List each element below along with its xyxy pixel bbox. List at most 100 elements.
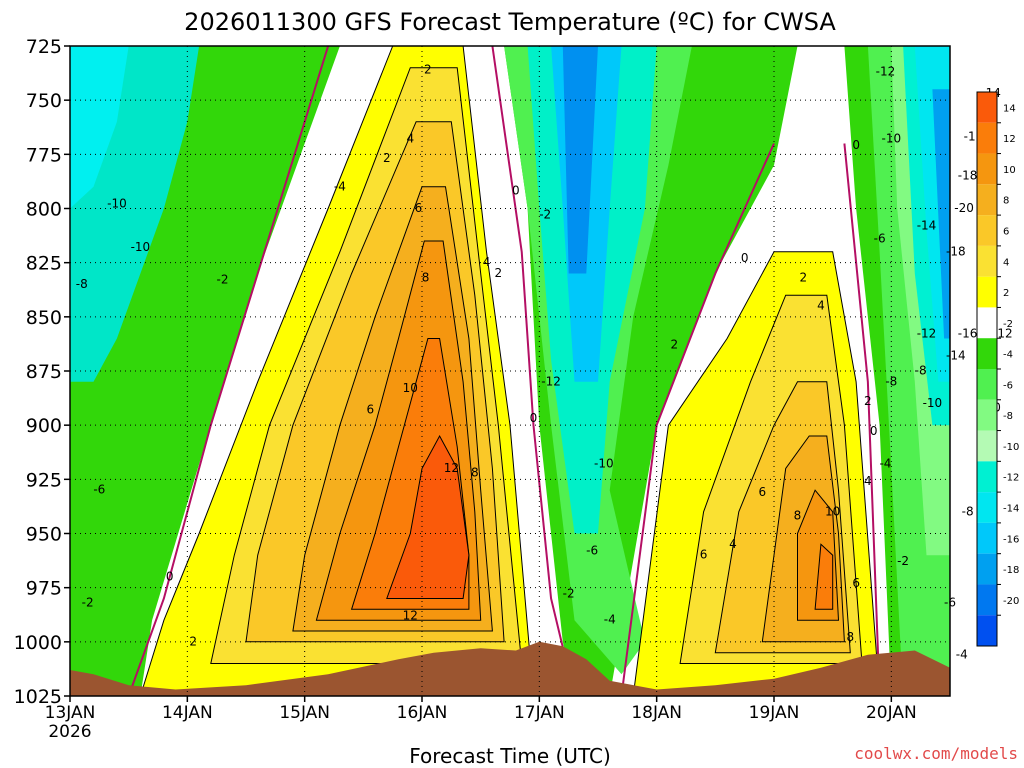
contour-label: 2 xyxy=(494,266,502,280)
freezing-line-3 xyxy=(843,143,881,696)
contour-label: 6 xyxy=(415,201,423,215)
ground-terrain xyxy=(70,641,950,696)
x-axis: 13JAN 14JAN 15JAN 16JAN 17JAN 18JAN 19JAN 20JAN xyxy=(45,696,917,723)
x-tick-label: 13JAN xyxy=(45,703,96,723)
colorbar-tick-label: -10 xyxy=(1003,442,1019,453)
y-tick-label: 725 xyxy=(26,36,62,58)
colorbar-swatch xyxy=(977,369,997,400)
colorbar-tick-label: -20 xyxy=(1003,596,1019,607)
colorbar-swatch xyxy=(977,522,997,554)
x-tick-label: 18JAN xyxy=(631,703,682,723)
contour-label: 6 xyxy=(700,548,708,562)
contour-label: 12 xyxy=(403,608,418,622)
colorbar-swatch xyxy=(977,338,997,369)
y-tick-label: 775 xyxy=(26,144,62,166)
contour-label: 6 xyxy=(852,576,860,590)
colorbar-swatch xyxy=(977,584,997,616)
colorbar-swatch xyxy=(977,553,997,585)
contour-label: 2 xyxy=(189,634,197,648)
y-tick-label: 750 xyxy=(26,90,62,112)
contour-label: -18 xyxy=(958,169,978,183)
colorbar-tick-label: -8 xyxy=(1003,411,1013,422)
plot-area xyxy=(70,46,950,696)
contour-label: -10 xyxy=(107,197,127,211)
x-tick-label: 19JAN xyxy=(749,703,800,723)
x-tick-label: 14JAN xyxy=(162,703,213,723)
contour-label: 10 xyxy=(403,381,418,395)
colorbar-swatch xyxy=(977,399,997,431)
contour-label: -10 xyxy=(923,396,943,410)
y-tick-label: 825 xyxy=(26,253,62,275)
y-tick-label: 1000 xyxy=(14,632,62,654)
contour-label: -2 xyxy=(897,554,909,568)
contour-label: 0 xyxy=(166,569,174,583)
contour-label: -4 xyxy=(879,457,891,471)
grid-lines xyxy=(70,45,950,697)
contour-label: -2 xyxy=(217,273,229,287)
colorbar-swatch xyxy=(977,430,997,462)
contour-label: -12 xyxy=(917,327,937,341)
contour-label: 4 xyxy=(483,255,491,269)
contour-label: -4 xyxy=(956,647,968,661)
colorbar-tick-label: 10 xyxy=(1003,165,1016,176)
y-tick-label: 800 xyxy=(26,199,62,221)
contour-label: -4 xyxy=(604,613,616,627)
x-tick-label: 20JAN xyxy=(866,703,917,723)
contour-label: -14 xyxy=(917,218,937,232)
x-axis-title: Forecast Time (UTC) xyxy=(409,744,611,768)
freezing-line-1 xyxy=(491,46,576,696)
colorbar-swatch xyxy=(977,307,997,339)
contour-label: -6 xyxy=(874,231,886,245)
contour-label: -10 xyxy=(882,132,902,146)
cold-region-west-core xyxy=(70,46,129,209)
colorbar-tick-label: -12 xyxy=(1003,473,1019,484)
contour-label: -2 xyxy=(563,587,575,601)
contour-label: 0 xyxy=(530,411,538,425)
contour-label: 6 xyxy=(367,403,375,417)
colorbar-tick-label: 6 xyxy=(1003,227,1009,238)
colorbar-tick-label: 8 xyxy=(1003,196,1009,207)
contour-label: 8 xyxy=(471,465,479,479)
contour-label: -20 xyxy=(954,201,974,215)
contour-label: 0 xyxy=(870,424,878,438)
x-tick-label: 15JAN xyxy=(279,703,330,723)
colorbar-tick-label: -16 xyxy=(1003,534,1019,545)
colorbar-tick-label: -18 xyxy=(1003,565,1019,576)
colorbar-tick-label: -14 xyxy=(1003,504,1019,515)
colorbar-swatch xyxy=(977,276,997,308)
x-tick-label: 16JAN xyxy=(397,703,448,723)
colorbar-swatch xyxy=(977,492,997,523)
colorbar-swatch xyxy=(977,122,997,154)
contour-label: -12 xyxy=(876,65,896,79)
colorbar-swatch xyxy=(977,461,997,493)
y-axis: 725 750 775 800 825 850 875 900 925 950 975 1000 102… xyxy=(14,36,70,708)
contour-label: -4 xyxy=(334,179,346,193)
y-tick-label: 900 xyxy=(26,415,62,437)
colorbar-swatch xyxy=(977,245,997,277)
contour-label: -12 xyxy=(993,327,1013,341)
colorbar-tick-label: 2 xyxy=(1003,288,1009,299)
colorbar-swatch xyxy=(977,615,997,646)
color-bar-legend: 14 12 10 8 6 4 2 -2 -4 -6 -8 -10 -12 -14 -16 -18 -20 xyxy=(976,91,1019,647)
contour-label: 4 xyxy=(864,474,872,488)
warm-band-b-5 xyxy=(814,543,834,610)
colorbar-swatch xyxy=(977,92,997,123)
contour-label: -10 xyxy=(131,240,151,254)
contour-label: 2 xyxy=(383,151,391,165)
contour-label: 8 xyxy=(422,270,430,284)
colorbar-swatch xyxy=(977,215,997,246)
contour-label: 0 xyxy=(512,184,520,198)
colorbar-tick-label: 4 xyxy=(1003,257,1009,268)
y-tick-label: 975 xyxy=(26,578,62,600)
colorbar-tick-label: 12 xyxy=(1003,134,1016,145)
freezing-line-2 xyxy=(620,143,775,696)
contour-label: -10 xyxy=(594,457,614,471)
contour-label: 2 xyxy=(800,270,808,284)
y-tick-label: 850 xyxy=(26,307,62,329)
y-tick-label: 1025 xyxy=(14,686,62,708)
contour-label: 0 xyxy=(741,251,749,265)
contour-label: -8 xyxy=(76,277,88,291)
contour-label: 6 xyxy=(758,485,766,499)
